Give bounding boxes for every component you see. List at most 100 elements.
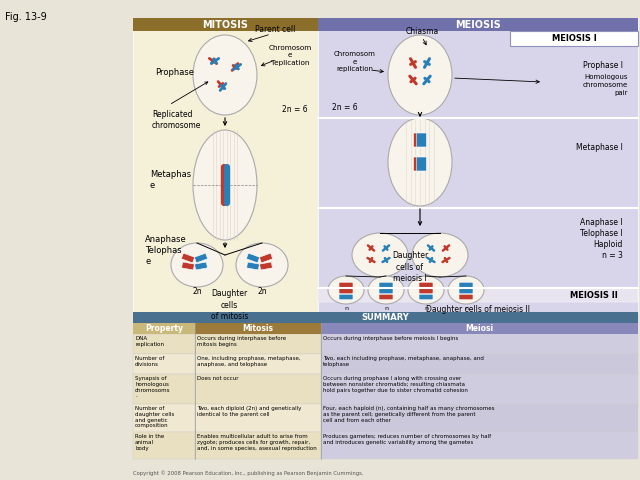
FancyBboxPatch shape: [182, 253, 195, 263]
Text: MITOSIS: MITOSIS: [203, 20, 248, 29]
Bar: [318, 18, 638, 31]
Bar: [195, 323, 321, 334]
Text: MEIOSIS I: MEIOSIS I: [552, 34, 596, 43]
Text: Anaphase
Telophas
e: Anaphase Telophas e: [145, 235, 187, 266]
Text: Two, each including prophase, metaphase, anaphase, and
telophase: Two, each including prophase, metaphase,…: [323, 356, 484, 367]
Text: MEIOSIS: MEIOSIS: [455, 20, 501, 29]
Text: Copyright © 2008 Pearson Education, Inc., publishing as Pearson Benjamin Cumming: Copyright © 2008 Pearson Education, Inc.…: [133, 470, 364, 476]
FancyBboxPatch shape: [339, 294, 353, 300]
FancyBboxPatch shape: [413, 133, 424, 147]
Bar: [195, 354, 321, 374]
FancyBboxPatch shape: [459, 294, 473, 300]
FancyBboxPatch shape: [459, 288, 473, 294]
FancyBboxPatch shape: [379, 282, 393, 288]
Bar: [321, 404, 638, 432]
Text: Produces gametes; reduces number of chromosomes by half
and introduces genetic v: Produces gametes; reduces number of chro…: [323, 434, 491, 445]
Text: Daughter
cells
of mitosis: Daughter cells of mitosis: [211, 289, 248, 321]
Text: Chromosom
e
Teplication: Chromosom e Teplication: [268, 45, 312, 65]
Bar: [321, 432, 638, 459]
Text: Property: Property: [145, 324, 183, 333]
Bar: [133, 432, 195, 459]
FancyBboxPatch shape: [246, 262, 259, 270]
Bar: [318, 288, 638, 302]
FancyBboxPatch shape: [413, 157, 424, 171]
Ellipse shape: [388, 35, 452, 115]
FancyBboxPatch shape: [419, 294, 433, 300]
Text: Does not occur: Does not occur: [197, 376, 239, 381]
Text: Anaphase I
Telophase I
Haploid
n = 3: Anaphase I Telophase I Haploid n = 3: [580, 218, 623, 260]
Text: Occurs during interphase before
mitosis begins: Occurs during interphase before mitosis …: [197, 336, 286, 347]
Text: Metaphas
e: Metaphas e: [150, 170, 191, 190]
Text: SUMMARY: SUMMARY: [362, 313, 410, 322]
Bar: [195, 374, 321, 404]
FancyBboxPatch shape: [195, 262, 207, 270]
Text: 2n: 2n: [257, 288, 267, 297]
FancyBboxPatch shape: [417, 157, 426, 171]
Text: Prophase: Prophase: [155, 68, 194, 77]
Bar: [133, 354, 195, 374]
Text: Occurs during interphase before meiosis I begins: Occurs during interphase before meiosis …: [323, 336, 458, 341]
Text: Four, each haploid (n), containing half as many chromosomes
as the parent cell; : Four, each haploid (n), containing half …: [323, 406, 495, 422]
FancyBboxPatch shape: [419, 288, 433, 294]
Bar: [195, 334, 321, 354]
Bar: [133, 18, 318, 312]
Ellipse shape: [236, 243, 288, 287]
FancyBboxPatch shape: [339, 282, 353, 288]
Text: n: n: [344, 305, 348, 311]
Bar: [195, 404, 321, 432]
Ellipse shape: [328, 276, 364, 304]
Text: Meiosi: Meiosi: [465, 324, 493, 333]
Bar: [321, 374, 638, 404]
Bar: [321, 354, 638, 374]
Bar: [133, 18, 318, 31]
Text: Metaphase I: Metaphase I: [576, 144, 623, 153]
Text: Enables multicellular adult to arise from
zygote; produces cells for growth, rep: Enables multicellular adult to arise fro…: [197, 434, 317, 451]
Bar: [510, 31, 638, 46]
Ellipse shape: [448, 276, 484, 304]
Text: Parent cell: Parent cell: [255, 25, 295, 35]
Text: Replicated
chromosome: Replicated chromosome: [152, 110, 202, 130]
FancyBboxPatch shape: [417, 133, 426, 147]
Ellipse shape: [412, 233, 468, 277]
Text: Prophase I: Prophase I: [583, 60, 623, 70]
FancyBboxPatch shape: [182, 262, 195, 270]
Text: Daughter cells of meiosis II: Daughter cells of meiosis II: [426, 304, 530, 313]
Text: Chiasma: Chiasma: [405, 27, 438, 36]
Bar: [133, 312, 638, 323]
Text: 2n = 6: 2n = 6: [332, 104, 358, 112]
Ellipse shape: [368, 276, 404, 304]
FancyBboxPatch shape: [459, 282, 473, 288]
FancyBboxPatch shape: [379, 288, 393, 294]
FancyBboxPatch shape: [246, 253, 259, 263]
Text: Fig. 13-9: Fig. 13-9: [5, 12, 47, 22]
Ellipse shape: [193, 130, 257, 240]
Text: MEIOSIS II: MEIOSIS II: [570, 290, 618, 300]
Text: Chromosom
e
replication: Chromosom e replication: [334, 51, 376, 72]
FancyBboxPatch shape: [379, 294, 393, 300]
Bar: [133, 323, 195, 334]
Text: n: n: [464, 305, 468, 311]
Text: DNA
replication: DNA replication: [135, 336, 164, 347]
Text: Two, each diploid (2n) and genetically
identical to the parent cell: Two, each diploid (2n) and genetically i…: [197, 406, 301, 417]
FancyBboxPatch shape: [260, 262, 272, 270]
FancyBboxPatch shape: [339, 288, 353, 294]
Text: Number of
divisions: Number of divisions: [135, 356, 164, 367]
Text: One, including prophase, metaphase,
anaphase, and telophase: One, including prophase, metaphase, anap…: [197, 356, 301, 367]
Bar: [133, 374, 195, 404]
Text: 2n = 6: 2n = 6: [282, 106, 308, 115]
Text: Synapsis of
homologous
chromosoms
.: Synapsis of homologous chromosoms .: [135, 376, 170, 398]
Ellipse shape: [352, 233, 408, 277]
Text: Mitosis: Mitosis: [243, 324, 273, 333]
Bar: [133, 404, 195, 432]
Bar: [321, 334, 638, 354]
Text: n: n: [424, 305, 428, 311]
Ellipse shape: [388, 118, 452, 206]
Text: Homologous
chromosome
pair: Homologous chromosome pair: [583, 74, 628, 96]
Bar: [133, 334, 195, 354]
FancyBboxPatch shape: [195, 253, 207, 263]
Ellipse shape: [408, 276, 444, 304]
Ellipse shape: [193, 35, 257, 115]
FancyBboxPatch shape: [419, 282, 433, 288]
Bar: [318, 18, 638, 312]
Text: Occurs during prophase I along with crossing over
between nonsister chromatids; : Occurs during prophase I along with cros…: [323, 376, 468, 393]
